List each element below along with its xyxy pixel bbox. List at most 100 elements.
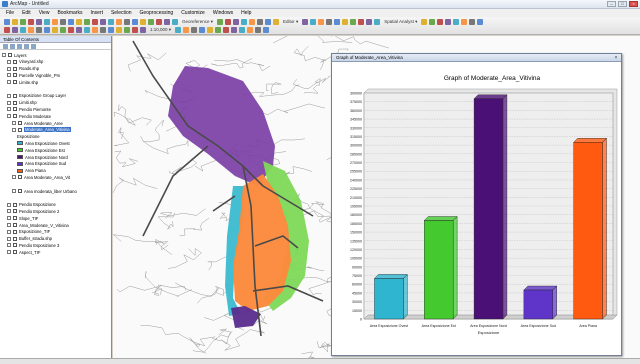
- visibility-checkbox[interactable]: [18, 189, 22, 193]
- visibility-checkbox[interactable]: [13, 229, 17, 234]
- toolbar-tool-icon[interactable]: [148, 19, 154, 25]
- toolbar-tool-icon[interactable]: [44, 19, 50, 25]
- toc-layer-item[interactable]: Buffer_strada.shp: [7, 236, 52, 242]
- minimize-button[interactable]: –: [607, 1, 616, 7]
- expand-toggle-icon[interactable]: [12, 127, 16, 132]
- expand-toggle-icon[interactable]: [7, 59, 11, 64]
- toolbar-tool-icon[interactable]: [76, 27, 82, 33]
- toolbar-tool-icon[interactable]: [132, 27, 138, 33]
- map-scale-dropdown[interactable]: 1:10,000 ▾: [150, 27, 172, 32]
- toc-layer-item[interactable]: Roads.shp: [7, 66, 39, 72]
- expand-toggle-icon[interactable]: [7, 66, 11, 71]
- expand-toggle-icon[interactable]: [7, 202, 11, 207]
- toolbar-tool-icon[interactable]: [247, 27, 254, 33]
- toolbar-tool-icon[interactable]: [326, 19, 333, 25]
- expand-toggle-icon[interactable]: [12, 121, 16, 125]
- list-by-selection-icon[interactable]: [24, 44, 29, 49]
- toolbar-tool-icon[interactable]: [116, 27, 122, 33]
- toc-layer-item[interactable]: Slope_TIF: [7, 215, 38, 221]
- toolbar-tool-icon[interactable]: [183, 27, 190, 33]
- toolbar-tool-icon[interactable]: [199, 27, 206, 33]
- expand-toggle-icon[interactable]: [7, 243, 11, 248]
- toolbar-tool-icon[interactable]: [124, 27, 130, 33]
- toolbar-tool-icon[interactable]: [36, 27, 42, 33]
- toolbar-tool-icon[interactable]: [223, 27, 230, 33]
- toolbar-tool-icon[interactable]: [241, 19, 248, 25]
- toolbar-tool-icon[interactable]: [358, 19, 365, 25]
- toolbar-tool-icon[interactable]: [225, 19, 232, 25]
- toolbar-tool-icon[interactable]: [255, 27, 262, 33]
- toc-layer-item[interactable]: Pendio Piemonte: [7, 106, 51, 112]
- toc-layer-item[interactable]: Aspect_TIF: [7, 249, 40, 255]
- toolbar-tool-icon[interactable]: [92, 27, 98, 33]
- toolbar-tool-icon[interactable]: [52, 19, 58, 25]
- expand-toggle-icon[interactable]: [12, 175, 16, 180]
- toolbar-tool-icon[interactable]: [28, 27, 34, 33]
- georeference-dropdown[interactable]: Georeference ▾: [182, 19, 214, 24]
- menu-selection[interactable]: Selection: [110, 10, 132, 16]
- editor-dropdown[interactable]: Editor ▾: [283, 19, 299, 24]
- toolbar-tool-icon[interactable]: [20, 27, 26, 33]
- toolbar-tool-icon[interactable]: [318, 19, 325, 25]
- menu-windows[interactable]: Windows: [212, 10, 234, 16]
- visibility-checkbox[interactable]: [13, 216, 17, 221]
- toc-layer-item[interactable]: Limite.shp: [7, 79, 38, 85]
- toolbar-tool-icon[interactable]: [36, 19, 42, 25]
- toolbar-tool-icon[interactable]: [175, 27, 182, 33]
- expand-toggle-icon[interactable]: [7, 216, 11, 221]
- toolbar-tool-icon[interactable]: [108, 19, 114, 25]
- toolbar-tool-icon[interactable]: [207, 27, 214, 33]
- toolbar-tool-icon[interactable]: [68, 27, 74, 33]
- visibility-checkbox[interactable]: [13, 93, 17, 98]
- expand-toggle-icon[interactable]: [7, 80, 11, 85]
- toolbar-tool-icon[interactable]: [52, 27, 58, 33]
- expand-toggle-icon[interactable]: [2, 53, 6, 57]
- toc-layer-item[interactable]: Pendio Esposizione 2: [7, 208, 59, 214]
- toolbar-tool-icon[interactable]: [265, 19, 272, 25]
- toolbar-tool-icon[interactable]: [437, 19, 444, 25]
- maximize-button[interactable]: □: [618, 1, 627, 7]
- visibility-checkbox[interactable]: [13, 80, 17, 85]
- toolbar-tool-icon[interactable]: [374, 19, 381, 25]
- toc-layer-item[interactable]: Esposizione Group Layer: [7, 93, 66, 99]
- toolbar-tool-icon[interactable]: [249, 19, 256, 25]
- visibility-checkbox[interactable]: [13, 209, 17, 214]
- visibility-checkbox[interactable]: [13, 100, 17, 105]
- toolbar-tool-icon[interactable]: [461, 19, 468, 25]
- toolbar-tool-icon[interactable]: [60, 19, 66, 25]
- toolbar-tool-icon[interactable]: [76, 19, 82, 25]
- graph-window-titlebar[interactable]: Graph of Moderate_Area_Vitivina ×: [332, 54, 621, 62]
- expand-toggle-icon[interactable]: [7, 107, 11, 112]
- toolbar-tool-icon[interactable]: [366, 19, 373, 25]
- expand-toggle-icon[interactable]: [7, 93, 11, 98]
- expand-toggle-icon[interactable]: [7, 209, 11, 214]
- toolbar-tool-icon[interactable]: [239, 27, 246, 33]
- list-by-drawing-order-icon[interactable]: [3, 44, 8, 49]
- visibility-checkbox[interactable]: [13, 59, 17, 64]
- toolbar-tool-icon[interactable]: [191, 27, 198, 33]
- toolbar-tool-icon[interactable]: [429, 19, 436, 25]
- graph-close-button[interactable]: ×: [614, 55, 618, 61]
- toc-layer-item[interactable]: Area Moderate_Area_Vit: [12, 174, 70, 180]
- toolbar-tool-icon[interactable]: [100, 27, 106, 33]
- toc-layer-item[interactable]: Area_Moderate_V_Vitivina: [7, 222, 69, 228]
- expand-toggle-icon[interactable]: [7, 250, 11, 255]
- toolbar-tool-icon[interactable]: [12, 19, 18, 25]
- toolbar-tool-icon[interactable]: [477, 19, 484, 25]
- toolbar-tool-icon[interactable]: [84, 27, 90, 33]
- toolbar-tool-icon[interactable]: [310, 19, 317, 25]
- expand-toggle-icon[interactable]: [7, 100, 11, 105]
- toolbar-tool-icon[interactable]: [68, 19, 74, 25]
- toolbar-tool-icon[interactable]: [350, 19, 357, 25]
- toolbar-tool-icon[interactable]: [92, 19, 98, 25]
- toolbar-tool-icon[interactable]: [12, 27, 18, 33]
- menu-file[interactable]: File: [6, 10, 15, 16]
- toolbar-tool-icon[interactable]: [100, 19, 106, 25]
- toc-legend-item[interactable]: Area Esposizione Ovest: [17, 140, 70, 146]
- toolbar-tool-icon[interactable]: [28, 19, 34, 25]
- toc-layer-item[interactable]: Area moderata_liber Urbano: [12, 188, 77, 194]
- toolbar-tool-icon[interactable]: [342, 19, 349, 25]
- visibility-checkbox[interactable]: [13, 114, 17, 119]
- toolbar-tool-icon[interactable]: [453, 19, 460, 25]
- toolbar-tool-icon[interactable]: [445, 19, 452, 25]
